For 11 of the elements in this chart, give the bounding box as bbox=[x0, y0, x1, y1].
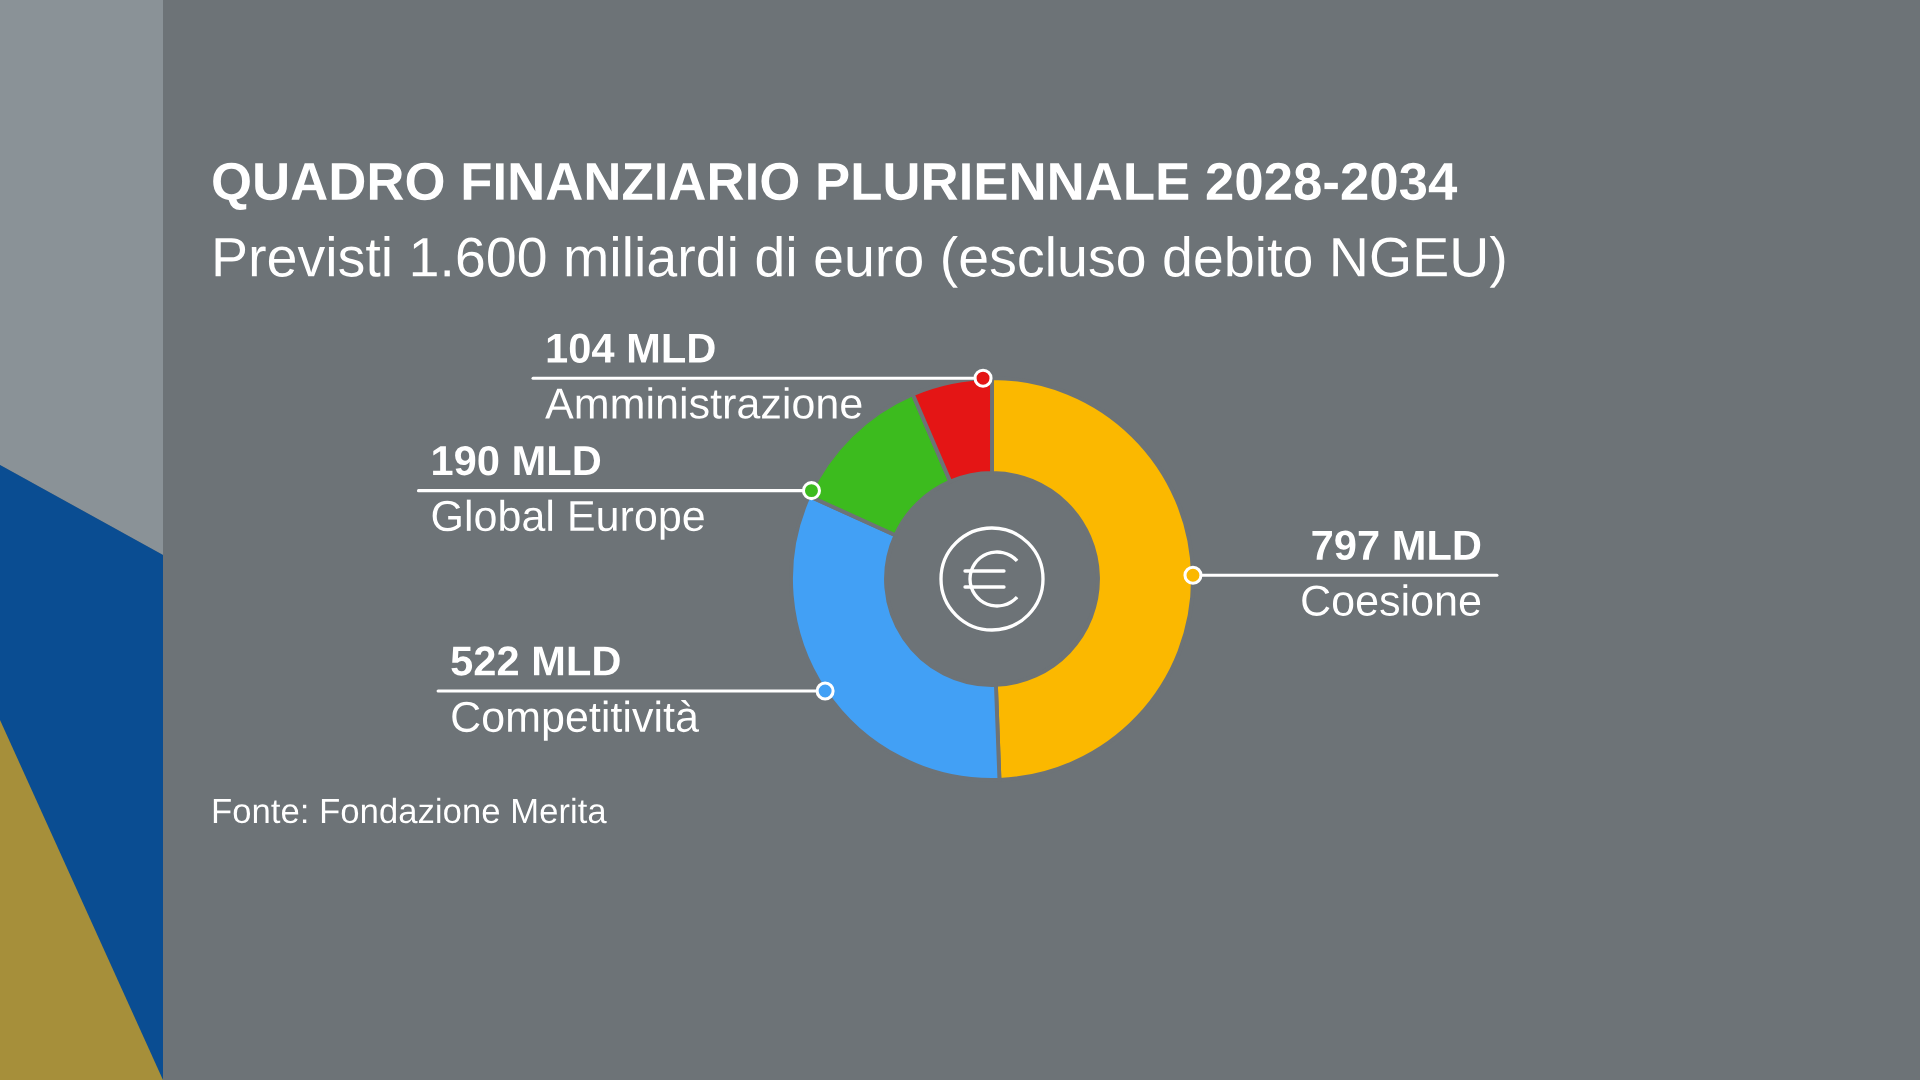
data-label: 190 MLD bbox=[433, 445, 601, 476]
data-label: 104 MLD bbox=[547, 333, 715, 363]
chart-title: QUADRO FINANZIARIO PLURIENNALE 2028-2034 bbox=[213, 162, 1458, 211]
source-note: Fonte: Fondazione Merita bbox=[213, 797, 607, 824]
slice-label: Amministrazione bbox=[545, 387, 862, 419]
slice-label: Competitività bbox=[452, 700, 699, 741]
data-label: 797 MLD bbox=[1312, 530, 1481, 561]
chart-subtitle: Previsti 1.600 miliardi di euro (escluso debito NGEU) bbox=[215, 236, 1505, 288]
slice-label: Global Europe bbox=[432, 499, 704, 540]
legend-label: Coesione bbox=[1302, 584, 1481, 616]
data-label: 522 MLD bbox=[451, 646, 620, 676]
